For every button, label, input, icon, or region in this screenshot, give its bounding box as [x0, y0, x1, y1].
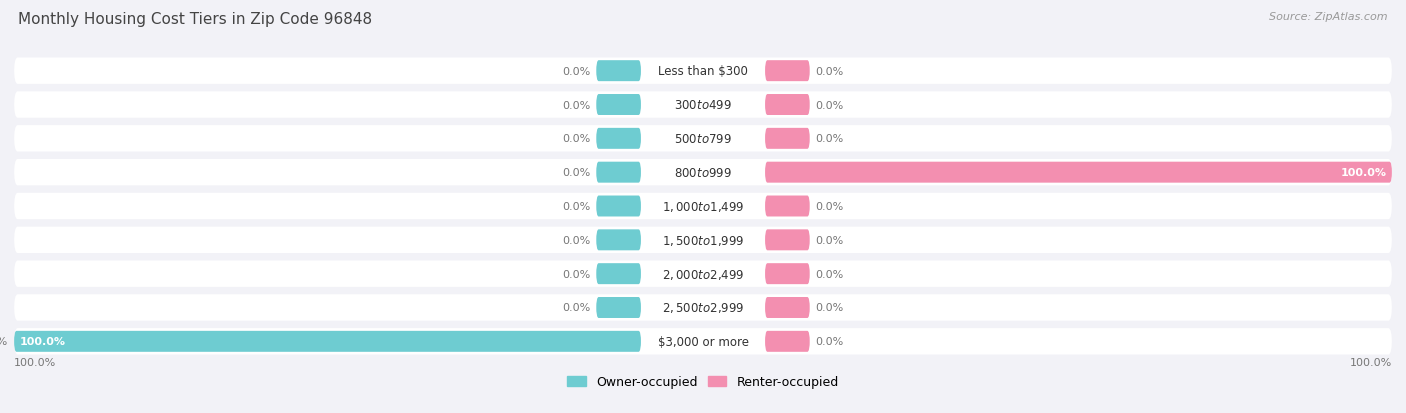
FancyBboxPatch shape: [596, 297, 641, 318]
Text: $1,500 to $1,999: $1,500 to $1,999: [662, 233, 744, 247]
FancyBboxPatch shape: [14, 227, 1392, 254]
Text: $500 to $799: $500 to $799: [673, 133, 733, 145]
FancyBboxPatch shape: [14, 193, 1392, 220]
FancyBboxPatch shape: [765, 297, 810, 318]
Text: 0.0%: 0.0%: [562, 202, 591, 211]
Text: 0.0%: 0.0%: [815, 337, 844, 347]
FancyBboxPatch shape: [14, 58, 1392, 85]
Text: Monthly Housing Cost Tiers in Zip Code 96848: Monthly Housing Cost Tiers in Zip Code 9…: [18, 12, 373, 27]
Text: Source: ZipAtlas.com: Source: ZipAtlas.com: [1270, 12, 1388, 22]
Text: 0.0%: 0.0%: [562, 100, 591, 110]
Text: $800 to $999: $800 to $999: [673, 166, 733, 179]
Text: 0.0%: 0.0%: [815, 235, 844, 245]
FancyBboxPatch shape: [765, 95, 810, 116]
FancyBboxPatch shape: [14, 159, 1392, 186]
Text: 100.0%: 100.0%: [1340, 168, 1386, 178]
Text: 0.0%: 0.0%: [562, 66, 591, 76]
Text: $1,000 to $1,499: $1,000 to $1,499: [662, 199, 744, 214]
FancyBboxPatch shape: [596, 95, 641, 116]
FancyBboxPatch shape: [14, 92, 1392, 119]
Text: 0.0%: 0.0%: [562, 134, 591, 144]
FancyBboxPatch shape: [596, 61, 641, 82]
Text: 0.0%: 0.0%: [815, 66, 844, 76]
Text: $2,000 to $2,499: $2,000 to $2,499: [662, 267, 744, 281]
Text: $300 to $499: $300 to $499: [673, 99, 733, 112]
Text: 100.0%: 100.0%: [20, 337, 66, 347]
FancyBboxPatch shape: [765, 230, 810, 251]
FancyBboxPatch shape: [765, 331, 810, 352]
FancyBboxPatch shape: [765, 61, 810, 82]
Text: $3,000 or more: $3,000 or more: [658, 335, 748, 348]
Text: 0.0%: 0.0%: [562, 269, 591, 279]
FancyBboxPatch shape: [596, 128, 641, 150]
Text: 100.0%: 100.0%: [0, 337, 8, 347]
FancyBboxPatch shape: [765, 162, 1392, 183]
FancyBboxPatch shape: [596, 230, 641, 251]
FancyBboxPatch shape: [765, 263, 810, 285]
FancyBboxPatch shape: [596, 162, 641, 183]
Text: 0.0%: 0.0%: [815, 269, 844, 279]
Text: 0.0%: 0.0%: [562, 168, 591, 178]
Text: 0.0%: 0.0%: [815, 100, 844, 110]
FancyBboxPatch shape: [596, 263, 641, 285]
FancyBboxPatch shape: [14, 331, 641, 352]
Text: 100.0%: 100.0%: [1350, 357, 1392, 368]
Text: 0.0%: 0.0%: [815, 202, 844, 211]
FancyBboxPatch shape: [14, 261, 1392, 287]
Text: 0.0%: 0.0%: [815, 303, 844, 313]
Text: Less than $300: Less than $300: [658, 65, 748, 78]
FancyBboxPatch shape: [14, 328, 1392, 355]
FancyBboxPatch shape: [14, 126, 1392, 152]
FancyBboxPatch shape: [14, 294, 1392, 321]
FancyBboxPatch shape: [765, 128, 810, 150]
Text: 0.0%: 0.0%: [562, 303, 591, 313]
FancyBboxPatch shape: [765, 196, 810, 217]
FancyBboxPatch shape: [596, 196, 641, 217]
Legend: Owner-occupied, Renter-occupied: Owner-occupied, Renter-occupied: [562, 370, 844, 393]
Text: 0.0%: 0.0%: [562, 235, 591, 245]
Text: 0.0%: 0.0%: [815, 134, 844, 144]
Text: 100.0%: 100.0%: [14, 357, 56, 368]
Text: $2,500 to $2,999: $2,500 to $2,999: [662, 301, 744, 315]
